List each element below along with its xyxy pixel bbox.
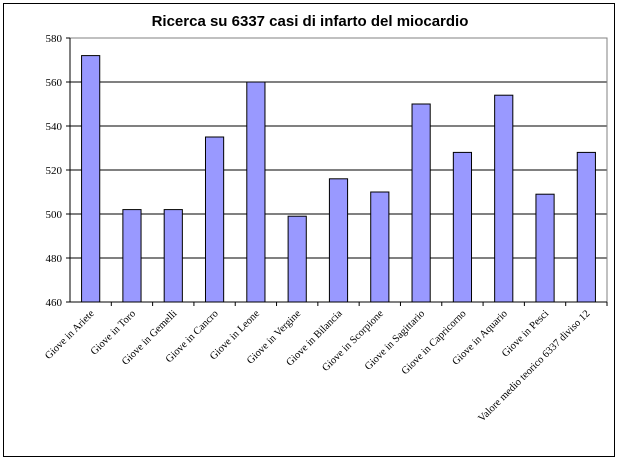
bars [81,55,596,303]
bar [204,136,225,303]
bar [452,151,473,303]
bar [576,151,596,303]
y-tick-label: 460 [46,297,63,309]
y-tick-label: 540 [46,121,63,133]
y-tick-labels: 460 480 500 520 540 560 580 [46,33,63,309]
y-tick-label: 520 [46,165,63,177]
y-tick-label: 480 [46,253,63,265]
bar [494,94,514,303]
bar [328,178,349,303]
bar [81,55,101,303]
x-tick-label: Giove in Ariete [43,308,97,362]
bar [535,193,555,303]
bar [370,191,390,303]
y-tick-label: 580 [46,33,63,45]
bar [287,215,307,303]
bar-chart: Ricerca su 6337 casi di infarto del mioc… [43,13,608,424]
bar [246,81,266,303]
bar [163,209,183,303]
y-tick-label: 560 [46,77,63,89]
axes [66,37,608,306]
bar [122,209,142,303]
y-tick-label: 500 [46,209,63,221]
chart-frame: Ricerca su 6337 casi di infarto del mioc… [3,3,615,457]
chart-title: Ricerca su 6337 casi di infarto del mioc… [152,13,469,30]
bar [411,103,431,303]
